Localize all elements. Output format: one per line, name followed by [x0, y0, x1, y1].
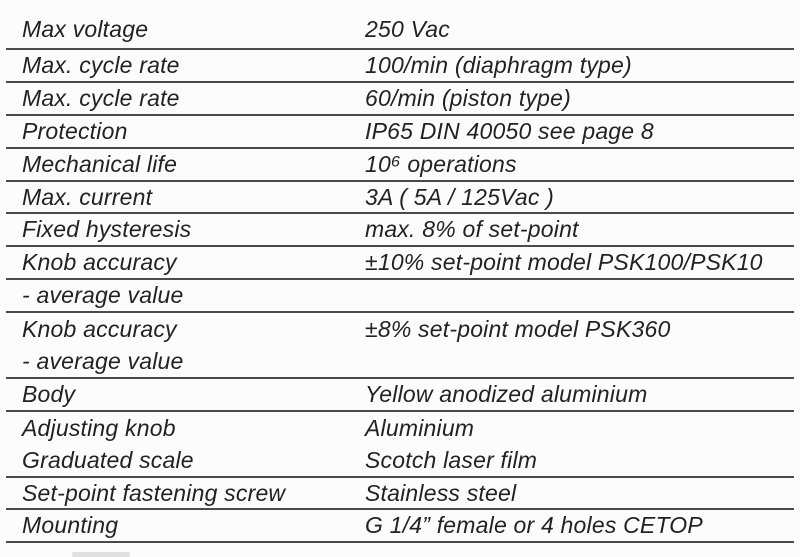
spec-label: Set-point fastening screw [22, 479, 286, 506]
spec-label: - average value [22, 282, 184, 309]
spec-value: Stainless steel [365, 479, 517, 506]
table-row: Max. current 3A ( 5A / 125Vac ) [6, 182, 794, 215]
spec-label: Mechanical life [22, 150, 178, 177]
spec-value: 10⁶ operations [365, 150, 517, 177]
table-row: Graduated scale Scotch laser film [6, 445, 794, 478]
spec-label: Knob accuracy [22, 316, 177, 343]
scan-artifact [72, 552, 130, 557]
table-row: Knob accuracy ±10% set-point model PSK10… [6, 247, 794, 281]
spec-label: Max. cycle rate [22, 84, 180, 111]
table-row: Mounting G 1/4” female or 4 holes CETOP [6, 510, 794, 544]
table-row: - average value [6, 280, 794, 314]
spec-value: 3A ( 5A / 125Vac ) [365, 183, 554, 210]
spec-value: 100/min (diaphragm type) [365, 51, 632, 78]
spec-label: Adjusting knob [22, 414, 176, 441]
table-row: Set-point fastening screw Stainless stee… [6, 478, 794, 511]
spec-value: ±8% set-point model PSK360 [365, 316, 671, 343]
table-row: Knob accuracy ±8% set-point model PSK360 [6, 313, 794, 346]
table-row: Max voltage 250 Vac [6, 0, 794, 50]
spec-value: Scotch laser film [365, 446, 538, 473]
spec-value: IP65 DIN 40050 see page 8 [365, 117, 654, 144]
spec-label: Mounting [22, 512, 119, 539]
table-row: Adjusting knob Aluminium [6, 412, 794, 445]
spec-label: Protection [22, 117, 128, 144]
table-row: Fixed hysteresis max. 8% of set-point [6, 214, 794, 248]
spec-value: Aluminium [365, 414, 475, 441]
table-row: Body Yellow anodized aluminium [6, 379, 794, 412]
spec-label: Max voltage [22, 16, 149, 42]
spec-label: - average value [22, 347, 184, 374]
table-row: Max. cycle rate 100/min (diaphragm type) [6, 50, 794, 83]
spec-label: Fixed hysteresis [22, 216, 192, 243]
spec-value: G 1/4” female or 4 holes CETOP [365, 512, 703, 539]
spec-label: Max. current [22, 183, 153, 210]
spec-label: Knob accuracy [22, 249, 177, 276]
spec-label: Graduated scale [22, 446, 194, 473]
spec-label: Body [22, 380, 76, 407]
spec-value: 250 Vac [365, 16, 450, 42]
spec-value: 60/min (piston type) [365, 84, 571, 111]
spec-label: Max. cycle rate [22, 51, 180, 78]
spec-value: ±10% set-point model PSK100/PSK10 [365, 249, 763, 276]
spec-value: Yellow anodized aluminium [365, 380, 648, 407]
table-row: Mechanical life 10⁶ operations [6, 149, 794, 182]
table-row: Protection IP65 DIN 40050 see page 8 [6, 116, 794, 149]
table-row: Max. cycle rate 60/min (piston type) [6, 83, 794, 116]
spec-value: max. 8% of set-point [365, 216, 579, 243]
table-row: - average value [6, 346, 794, 379]
